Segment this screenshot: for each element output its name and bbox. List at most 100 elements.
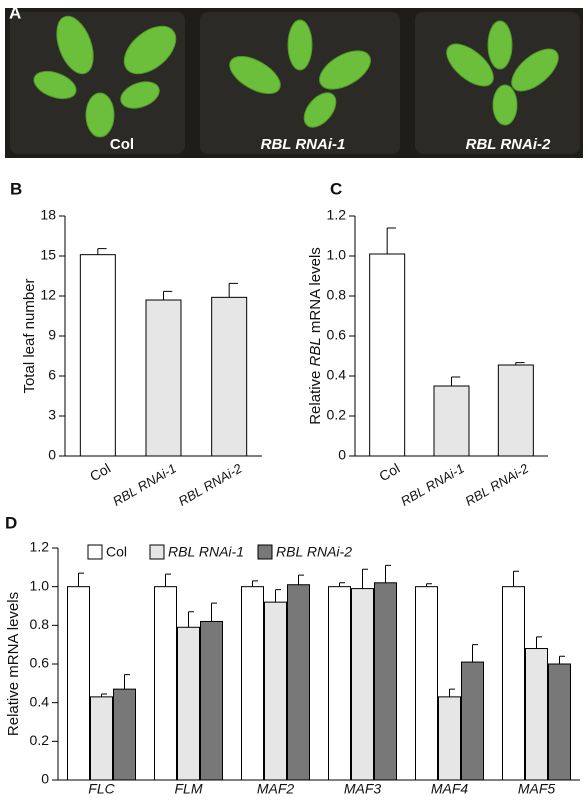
x-tick-label: FLC [88, 781, 115, 797]
bar [211, 296, 248, 457]
error-bar [275, 589, 281, 603]
y-tick-label: 1.2 [327, 207, 347, 223]
bar [177, 626, 200, 781]
bar [525, 648, 548, 781]
y-tick-label: 1.0 [30, 577, 50, 593]
bar [438, 696, 461, 781]
y-tick-label: 0.6 [30, 655, 50, 671]
error-bar [536, 636, 542, 649]
error-bar [124, 674, 130, 690]
x-tick-label: RBL RNAi-2 [462, 460, 531, 509]
y-tick-label: 0 [48, 447, 56, 463]
y-tick-label: 0.4 [327, 367, 347, 383]
bar [502, 586, 525, 781]
y-tick-label: 9 [48, 327, 56, 343]
error-bar [165, 573, 171, 587]
bar [67, 586, 90, 781]
y-axis-label: Relative mRNA levels [5, 592, 22, 736]
y-axis-label: Total leaf number [21, 278, 38, 393]
error-bar [252, 580, 258, 587]
bar [351, 588, 374, 781]
x-tick-label: MAF5 [518, 781, 556, 797]
error-bar [449, 688, 455, 697]
panel-letter: A [9, 3, 21, 22]
bar [200, 620, 223, 781]
panel-letter: B [10, 179, 22, 198]
x-tick-label: FLM [175, 781, 203, 797]
error-bar [339, 582, 345, 587]
photo-label: RBL RNAi-2 [466, 136, 551, 153]
x-tick-label: Col [87, 460, 113, 484]
bar [328, 586, 351, 781]
error-bar [78, 572, 84, 587]
y-tick-label: 0.2 [30, 732, 50, 748]
photo: A Col RBL RNAi-1 RBL RNAi-2 [5, 3, 583, 158]
y-tick-label: 15 [40, 247, 56, 263]
y-tick-label: 12 [40, 287, 56, 303]
bar [241, 586, 264, 781]
x-tick-label: Col [376, 460, 402, 484]
x-tick-label: RBL RNAi-1 [398, 461, 467, 509]
error-bar [188, 611, 194, 628]
photo-label: Col [110, 136, 134, 153]
legend-label: RBL RNAi-2 [276, 544, 352, 560]
legend-label: RBL RNAi-1 [168, 544, 244, 560]
x-tick-label: MAF2 [257, 781, 295, 797]
legend-label: Col [106, 544, 127, 560]
bar [154, 586, 177, 781]
error-bar [426, 583, 432, 587]
bar [461, 661, 484, 781]
y-axis-label-part: RBL [307, 337, 324, 366]
error-bar [298, 574, 304, 585]
panel-letter: C [330, 179, 342, 198]
x-tick-label: MAF3 [344, 781, 382, 797]
error-bar [451, 376, 461, 386]
legend-swatch [87, 544, 103, 560]
error-bar [559, 655, 565, 664]
y-tick-label: 0.6 [327, 327, 347, 343]
error-bar [515, 362, 525, 365]
y-tick-label: 0 [41, 771, 49, 787]
x-tick-label: RBL RNAi-1 [110, 461, 179, 509]
panel-letter: D [5, 513, 17, 532]
error-bar [472, 644, 478, 663]
y-tick-label: 0 [338, 447, 346, 463]
bar [145, 299, 182, 457]
y-tick-label: 3 [48, 407, 56, 423]
bar [79, 254, 116, 457]
bar [374, 582, 397, 781]
error-bar [97, 248, 107, 255]
bar [369, 253, 406, 457]
bar [415, 586, 438, 781]
photo-label: RBL RNAi-1 [261, 136, 346, 153]
error-bar [228, 282, 238, 298]
y-axis-label: Relative RBL mRNA levels [307, 247, 324, 425]
bar [264, 601, 287, 781]
y-tick-label: 0.8 [327, 287, 347, 303]
legend-swatch [257, 544, 273, 560]
y-tick-label: 6 [48, 367, 56, 383]
error-bar [163, 290, 173, 300]
bar [497, 364, 534, 457]
y-tick-label: 0.4 [30, 693, 50, 709]
error-bar [385, 564, 391, 583]
error-bar [211, 602, 217, 622]
bar [548, 663, 571, 781]
y-tick-label: 1.2 [30, 539, 50, 555]
bar [433, 385, 470, 457]
bar [90, 696, 113, 781]
bar [287, 584, 310, 781]
legend-swatch [149, 544, 165, 560]
y-tick-label: 1.0 [327, 247, 347, 263]
error-bar [386, 227, 396, 254]
y-axis-label-part: Relative [307, 366, 324, 424]
error-bar [101, 693, 107, 697]
y-tick-label: 0.8 [30, 616, 50, 632]
error-bar [362, 568, 368, 589]
bar [113, 688, 136, 781]
error-bar [513, 570, 519, 587]
y-tick-label: 18 [40, 207, 56, 223]
y-axis-label-part: mRNA levels [307, 247, 324, 337]
x-tick-label: MAF4 [431, 781, 469, 797]
